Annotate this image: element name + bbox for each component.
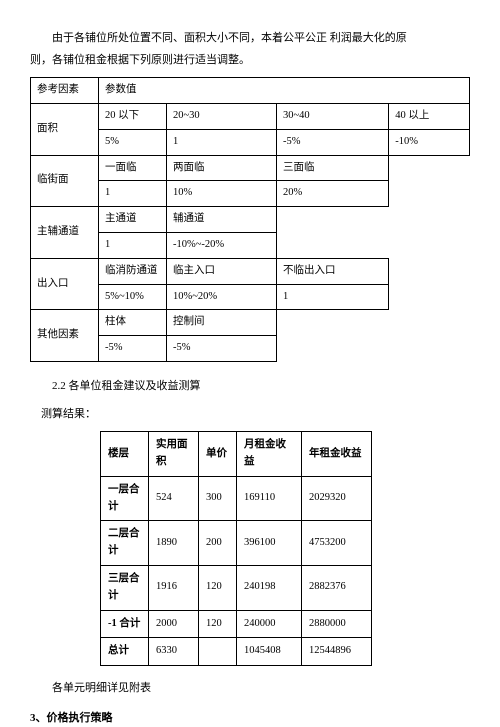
cell-label: 面积 — [31, 103, 99, 155]
cell-label: 出入口 — [31, 258, 99, 310]
section-3-header: 3、价格执行策略 — [30, 710, 470, 727]
cell-value: -1 合计 — [101, 610, 149, 638]
cell-value: 300 — [199, 476, 237, 521]
cell-value: 240198 — [237, 565, 302, 610]
cell-value: 200 — [199, 521, 237, 566]
cell-value: 30~40 — [276, 103, 388, 129]
cell-value: 一层合计 — [101, 476, 149, 521]
table-row: 面积 20 以下 20~30 30~40 40 以上 — [31, 103, 470, 129]
cell-value: -5% — [167, 336, 277, 362]
table-row: 总计 6330 1045408 12544896 — [101, 638, 372, 666]
cell-value: 主通道 — [99, 207, 167, 233]
cell-value: 2000 — [149, 610, 199, 638]
revenue-table: 楼层 实用面积 单价 月租金收益 年租金收益 一层合计 524 300 1691… — [100, 431, 372, 666]
cell-value: 临主入口 — [167, 258, 277, 284]
cell-value: 一面临 — [99, 155, 167, 181]
table-row: 临街面 一面临 两面临 三面临 — [31, 155, 470, 181]
cell-value: 柱体 — [99, 310, 167, 336]
cell-value: 20~30 — [167, 103, 277, 129]
cell-value: 1 — [99, 232, 167, 258]
col-header: 月租金收益 — [237, 432, 302, 477]
cell-label: 参考因素 — [31, 78, 99, 104]
cell-value: 三层合计 — [101, 565, 149, 610]
table-row: 参考因素 参数值 — [31, 78, 470, 104]
intro-line1: 由于各铺位所处位置不同、面积大小不同，本着公平公正 利润最大化的原 — [30, 30, 470, 48]
intro-line2: 则，各铺位租金根据下列原则进行适当调整。 — [30, 52, 470, 70]
cell-value: 5% — [99, 129, 167, 155]
section-2-2-header: 2.2 各单位租金建议及收益测算 — [30, 378, 470, 396]
table-row: 其他因素 柱体 控制间 — [31, 310, 470, 336]
cell-value — [199, 638, 237, 666]
cell-label: 其他因素 — [31, 310, 99, 362]
table-row: 楼层 实用面积 单价 月租金收益 年租金收益 — [101, 432, 372, 477]
cell-value: 1 — [276, 284, 388, 310]
footer-note: 各单元明细详见附表 — [30, 680, 470, 698]
cell-value: -10%~-20% — [167, 232, 277, 258]
cell-value: 1890 — [149, 521, 199, 566]
cell-value: 三面临 — [276, 155, 388, 181]
cell-value: 2882376 — [302, 565, 372, 610]
col-header: 实用面积 — [149, 432, 199, 477]
cell-value: -10% — [389, 129, 470, 155]
cell-value: 辅通道 — [167, 207, 277, 233]
cell-value: 两面临 — [167, 155, 277, 181]
result-label: 测算结果： — [30, 406, 470, 424]
col-header: 楼层 — [101, 432, 149, 477]
table-row: 三层合计 1916 120 240198 2882376 — [101, 565, 372, 610]
cell-value: 4753200 — [302, 521, 372, 566]
cell-label: 临街面 — [31, 155, 99, 207]
parameter-table: 参考因素 参数值 面积 20 以下 20~30 30~40 40 以上 5% 1… — [30, 77, 470, 362]
cell-value: 396100 — [237, 521, 302, 566]
cell-value: 169110 — [237, 476, 302, 521]
cell-value: 120 — [199, 610, 237, 638]
cell-value: 6330 — [149, 638, 199, 666]
cell-value: 240000 — [237, 610, 302, 638]
cell-value: 1 — [99, 181, 167, 207]
cell-value: 1045408 — [237, 638, 302, 666]
cell-value: 10%~20% — [167, 284, 277, 310]
table-row: 主辅通道 主通道 辅通道 — [31, 207, 470, 233]
table-row: -1 合计 2000 120 240000 2880000 — [101, 610, 372, 638]
cell-value: 1916 — [149, 565, 199, 610]
cell-value: 40 以上 — [389, 103, 470, 129]
col-header: 年租金收益 — [302, 432, 372, 477]
cell-value: 2880000 — [302, 610, 372, 638]
cell-value: -5% — [276, 129, 388, 155]
cell-value: 120 — [199, 565, 237, 610]
cell-label: 主辅通道 — [31, 207, 99, 259]
cell-value: 12544896 — [302, 638, 372, 666]
cell-value: 二层合计 — [101, 521, 149, 566]
cell-value: 1 — [167, 129, 277, 155]
col-header: 单价 — [199, 432, 237, 477]
cell-value: 524 — [149, 476, 199, 521]
cell-value: 20% — [276, 181, 388, 207]
table-row: 出入口 临消防通道 临主入口 不临出入口 — [31, 258, 470, 284]
cell-value: -5% — [99, 336, 167, 362]
cell-value: 20 以下 — [99, 103, 167, 129]
cell-value: 控制间 — [167, 310, 277, 336]
cell-value: 2029320 — [302, 476, 372, 521]
cell-value: 总计 — [101, 638, 149, 666]
cell-value: 临消防通道 — [99, 258, 167, 284]
table-row: 二层合计 1890 200 396100 4753200 — [101, 521, 372, 566]
table-row: 一层合计 524 300 169110 2029320 — [101, 476, 372, 521]
cell-value: 不临出入口 — [276, 258, 388, 284]
cell-value: 10% — [167, 181, 277, 207]
cell-value: 参数值 — [99, 78, 470, 104]
cell-value: 5%~10% — [99, 284, 167, 310]
